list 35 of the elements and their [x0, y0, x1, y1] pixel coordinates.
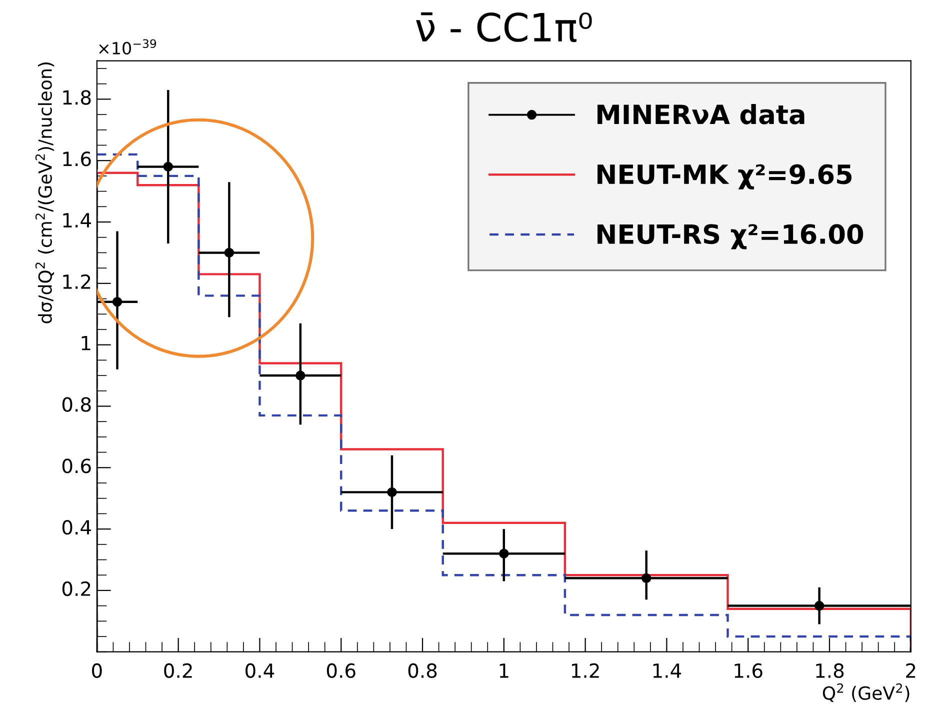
y-tick-label: 1.6 — [63, 152, 91, 166]
x-tick-label: 1 — [500, 664, 508, 678]
x-tick-label: 0.4 — [246, 663, 274, 678]
y-tick-label: 1.4 — [63, 213, 91, 228]
point — [499, 548, 509, 558]
point — [163, 162, 174, 172]
legend-label: MINERνA data — [598, 104, 804, 124]
y-axis-title: dσ/dQ$^{2}$ (cm$^{2}$/(GeV$^{2}$)/nucleon) — [35, 62, 54, 324]
y-tick-label: 0.2 — [62, 581, 90, 596]
y-tick-label: 0.4 — [62, 520, 91, 535]
text: ×10$^{−39}$ — [99, 39, 156, 54]
x-tick-label: 1.2 — [572, 663, 599, 678]
x-tick-label: 0.6 — [326, 663, 356, 678]
point — [641, 573, 652, 584]
x-tick-label: 1.8 — [816, 663, 844, 678]
x-tick-label: 1.6 — [734, 663, 762, 678]
point — [112, 296, 122, 307]
y-tick-label: 1 — [82, 336, 90, 350]
point — [224, 248, 234, 258]
x-axis-title: Q$^{2}$ (GeV$^{2}$) — [822, 683, 910, 702]
x-tick-label: 2 — [906, 663, 916, 678]
y-tick-label: 0.6 — [62, 458, 91, 474]
legend-label: NEUT-RS χ²=16.00 — [598, 224, 864, 250]
point — [296, 370, 306, 380]
point — [387, 487, 397, 498]
y-tick-label: 1.2 — [63, 274, 90, 289]
legend-label: NEUT-MK χ²=9.65 — [598, 164, 852, 190]
point — [814, 600, 824, 611]
y-tick-label: 0.8 — [62, 397, 91, 412]
y-tick-label: 1.8 — [63, 90, 91, 105]
x-tick-label: 0 — [92, 663, 102, 678]
x-tick-label: 0.2 — [164, 663, 192, 678]
x-tick-label: 1.4 — [653, 664, 682, 678]
chart-title: ν̄ - CC1π⁰ — [416, 12, 592, 42]
x-tick-label: 0.8 — [408, 663, 437, 678]
